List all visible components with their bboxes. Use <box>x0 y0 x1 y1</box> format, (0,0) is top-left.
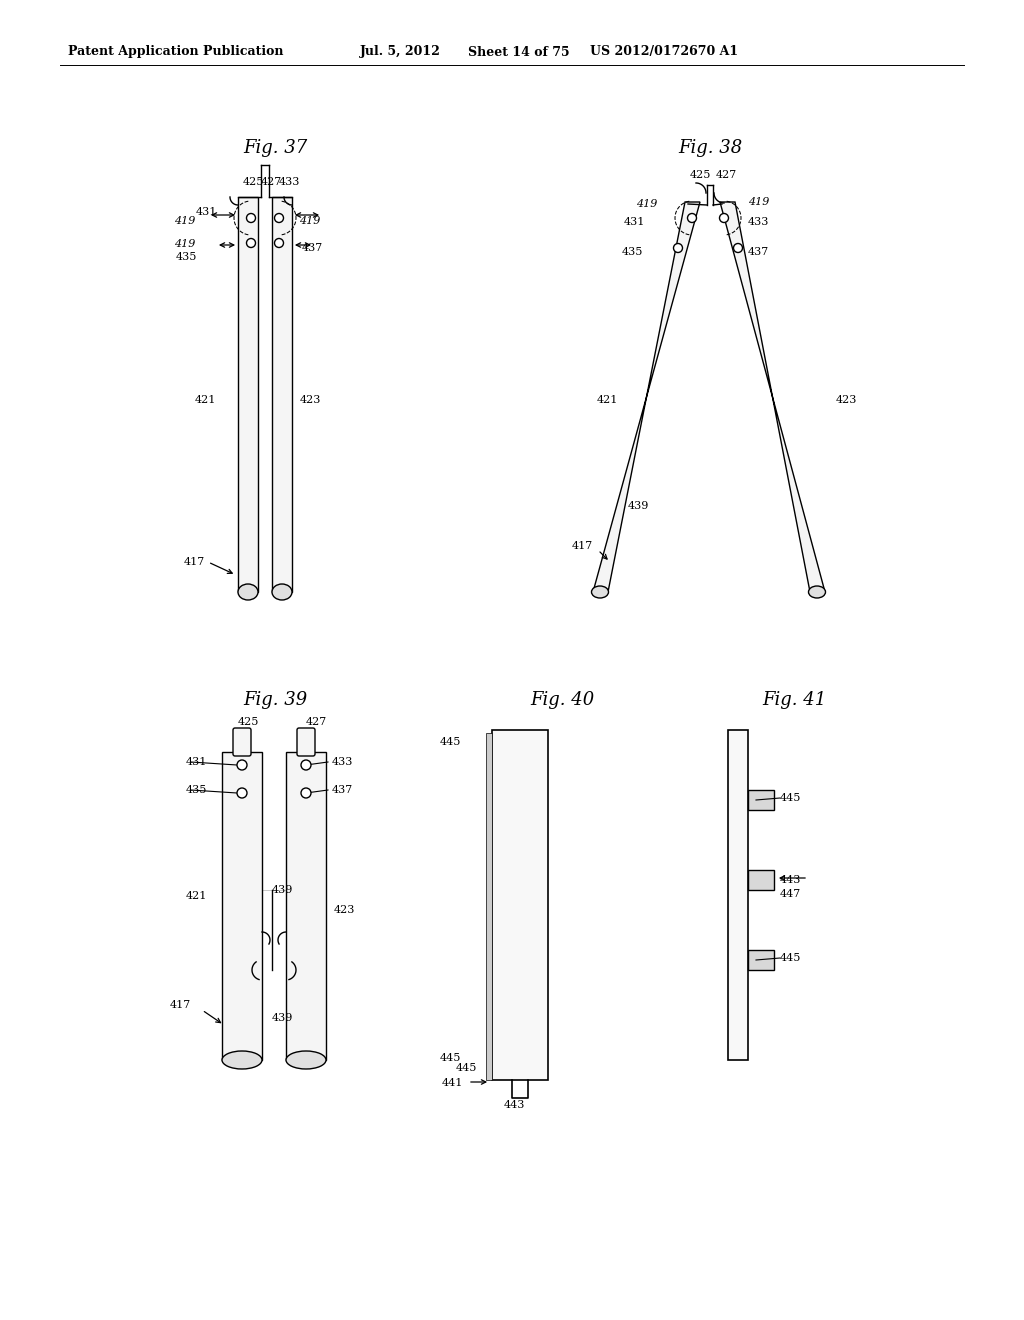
Text: 445: 445 <box>780 953 802 964</box>
Circle shape <box>247 239 256 248</box>
Text: US 2012/0172670 A1: US 2012/0172670 A1 <box>590 45 738 58</box>
Text: 425: 425 <box>690 170 712 180</box>
Text: 421: 421 <box>195 395 216 405</box>
Text: 425: 425 <box>238 717 259 727</box>
Text: 439: 439 <box>272 884 293 895</box>
Text: 423: 423 <box>300 395 322 405</box>
Bar <box>238 197 258 591</box>
Bar <box>748 870 774 890</box>
Text: 437: 437 <box>302 243 324 253</box>
Bar <box>286 752 326 1060</box>
Circle shape <box>674 243 683 252</box>
Text: 427: 427 <box>306 717 328 727</box>
Circle shape <box>274 214 284 223</box>
Text: 419: 419 <box>636 199 657 209</box>
FancyBboxPatch shape <box>233 729 251 756</box>
Text: 425: 425 <box>243 177 264 187</box>
Text: 431: 431 <box>624 216 645 227</box>
Text: 417: 417 <box>170 1001 191 1010</box>
Text: 435: 435 <box>186 785 208 795</box>
Text: Patent Application Publication: Patent Application Publication <box>68 45 284 58</box>
Text: Fig. 38: Fig. 38 <box>678 139 742 157</box>
Bar <box>486 733 492 1080</box>
Bar <box>492 730 548 1080</box>
Text: 437: 437 <box>332 785 353 795</box>
Text: 439: 439 <box>628 502 649 511</box>
Text: 427: 427 <box>261 177 283 187</box>
Ellipse shape <box>238 583 258 601</box>
Text: 433: 433 <box>748 216 769 227</box>
Ellipse shape <box>809 586 825 598</box>
Text: 423: 423 <box>334 906 355 915</box>
Polygon shape <box>720 202 825 591</box>
Polygon shape <box>593 202 700 591</box>
Text: 419: 419 <box>174 239 196 249</box>
Bar <box>272 197 292 591</box>
Bar <box>728 730 748 1060</box>
Bar <box>748 950 774 970</box>
Text: 437: 437 <box>748 247 769 257</box>
Text: Fig. 40: Fig. 40 <box>530 690 594 709</box>
Text: 419: 419 <box>748 197 769 207</box>
Text: 443: 443 <box>780 875 802 884</box>
Bar <box>222 752 262 1060</box>
Text: 433: 433 <box>332 756 353 767</box>
Text: 421: 421 <box>186 891 208 902</box>
Text: 419: 419 <box>174 216 196 226</box>
Text: Fig. 41: Fig. 41 <box>762 690 826 709</box>
Circle shape <box>274 239 284 248</box>
Ellipse shape <box>272 583 292 601</box>
Ellipse shape <box>592 586 608 598</box>
Bar <box>748 789 774 810</box>
Text: 417: 417 <box>184 557 205 568</box>
Ellipse shape <box>222 1051 262 1069</box>
Text: 419: 419 <box>299 216 321 226</box>
Text: 439: 439 <box>272 1012 293 1023</box>
Text: 427: 427 <box>716 170 737 180</box>
Circle shape <box>247 214 256 223</box>
Text: Jul. 5, 2012: Jul. 5, 2012 <box>360 45 441 58</box>
Circle shape <box>720 214 728 223</box>
Text: 417: 417 <box>572 541 593 550</box>
Text: 431: 431 <box>196 207 217 216</box>
Text: 433: 433 <box>279 177 300 187</box>
Circle shape <box>687 214 696 223</box>
Text: 447: 447 <box>780 888 801 899</box>
Circle shape <box>301 760 311 770</box>
Text: 435: 435 <box>176 252 198 261</box>
FancyBboxPatch shape <box>297 729 315 756</box>
Circle shape <box>237 760 247 770</box>
Text: 445: 445 <box>440 737 462 747</box>
Circle shape <box>733 243 742 252</box>
Text: 445: 445 <box>456 1063 477 1073</box>
Circle shape <box>301 788 311 799</box>
Text: Fig. 39: Fig. 39 <box>243 690 307 709</box>
Text: 445: 445 <box>780 793 802 803</box>
Ellipse shape <box>286 1051 326 1069</box>
Text: 445: 445 <box>440 1053 462 1063</box>
Text: Sheet 14 of 75: Sheet 14 of 75 <box>468 45 569 58</box>
Text: 441: 441 <box>442 1078 464 1088</box>
Text: 423: 423 <box>836 395 857 405</box>
Text: Fig. 37: Fig. 37 <box>243 139 307 157</box>
Text: 421: 421 <box>597 395 618 405</box>
Text: 435: 435 <box>622 247 643 257</box>
Circle shape <box>237 788 247 799</box>
Text: 443: 443 <box>504 1100 524 1110</box>
Text: 431: 431 <box>186 756 208 767</box>
